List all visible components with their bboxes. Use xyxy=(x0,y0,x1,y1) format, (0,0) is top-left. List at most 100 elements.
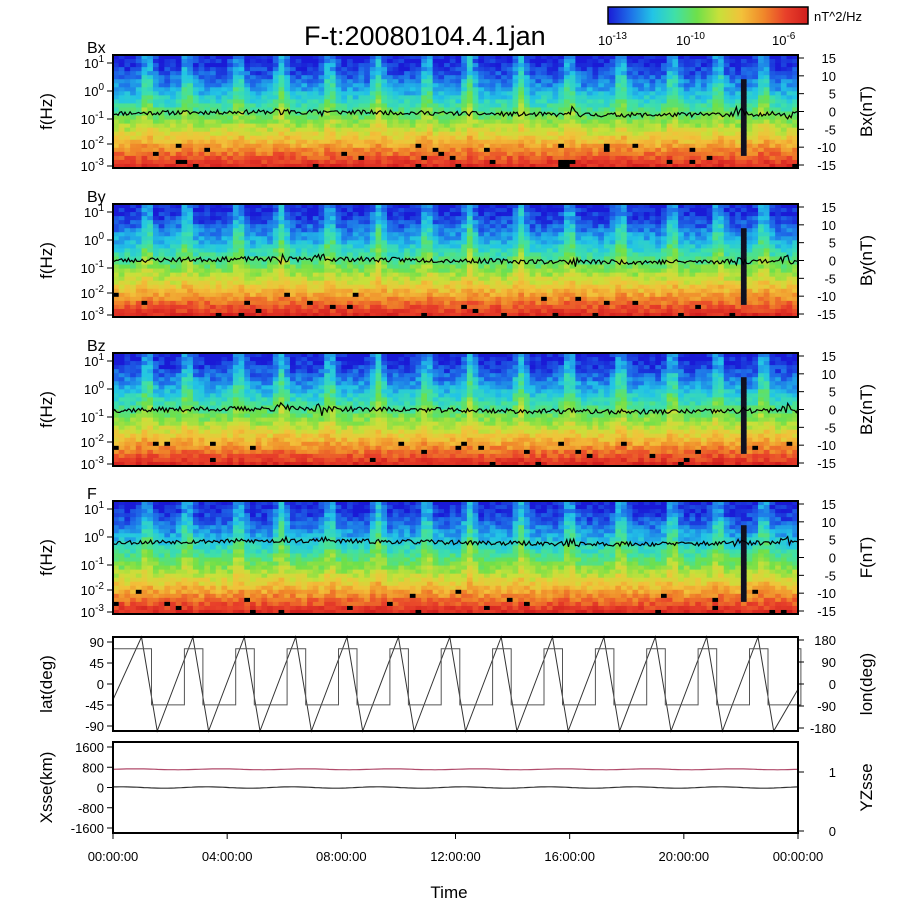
heatmap-cell xyxy=(569,163,576,169)
heatmap-cell xyxy=(113,228,120,233)
heatmap-cell xyxy=(267,79,274,84)
heatmap-cell xyxy=(364,208,371,213)
heatmap-cell xyxy=(449,59,457,64)
heatmap-cell xyxy=(347,107,354,113)
heatmap-cell xyxy=(592,143,599,149)
heatmap-cell xyxy=(506,79,514,84)
y2-tick-label: -15 xyxy=(817,158,836,173)
heatmap-cell xyxy=(164,127,171,133)
heatmap-cell xyxy=(221,268,228,274)
heatmap-cell xyxy=(700,63,708,68)
heatmap-cell xyxy=(643,135,651,141)
heatmap-cell xyxy=(215,276,223,282)
heatmap-cell xyxy=(718,147,725,153)
heatmap-cell xyxy=(147,236,154,241)
heatmap-cell xyxy=(267,268,274,274)
heatmap-cell xyxy=(210,107,217,113)
heatmap-cell xyxy=(752,115,759,121)
heatmap-cell xyxy=(672,63,679,68)
heatmap-cell xyxy=(135,87,143,92)
heatmap-cell xyxy=(689,107,696,113)
heatmap-cell xyxy=(786,99,793,105)
heatmap-cell xyxy=(130,163,137,169)
heatmap-cell xyxy=(238,216,245,221)
heatmap-cell xyxy=(152,127,160,133)
heatmap-cell xyxy=(735,155,742,161)
heatmap-cell xyxy=(758,119,765,125)
heatmap-cell xyxy=(135,107,143,113)
heatmap-cell xyxy=(324,119,331,125)
heatmap-cell xyxy=(284,220,291,225)
heatmap-cell xyxy=(432,67,439,72)
heatmap-cell xyxy=(569,79,576,84)
heatmap-cell xyxy=(358,159,365,165)
heatmap-cell xyxy=(541,87,548,92)
heatmap-cell xyxy=(289,228,297,233)
heatmap-cell xyxy=(192,232,200,237)
heatmap-cell xyxy=(289,304,297,310)
heatmap-cell xyxy=(113,75,120,80)
heatmap-cell xyxy=(735,59,742,64)
heatmap-cell xyxy=(404,236,411,241)
heatmap-cell xyxy=(621,131,628,137)
heatmap-cell xyxy=(221,111,228,117)
heatmap-cell xyxy=(227,163,234,169)
heatmap-cell xyxy=(472,119,479,125)
heatmap-cell xyxy=(261,224,268,229)
heatmap-cell xyxy=(695,123,702,129)
heatmap-cell xyxy=(147,292,154,298)
heatmap-cell xyxy=(426,91,434,96)
heatmap-cell xyxy=(409,143,417,149)
heatmap-cell xyxy=(609,71,616,76)
heatmap-cell xyxy=(329,95,337,100)
heatmap-cell xyxy=(347,91,354,96)
heatmap-cell xyxy=(683,107,691,113)
heatmap-cell xyxy=(369,151,377,157)
heatmap-cell xyxy=(455,75,462,80)
heatmap-cell xyxy=(250,276,257,282)
heatmap-cell xyxy=(780,91,788,96)
heatmap-cell xyxy=(272,228,280,233)
heatmap-cell xyxy=(415,75,422,80)
heatmap-cell xyxy=(210,99,217,105)
heatmap-cell xyxy=(512,139,519,145)
heatmap-cell xyxy=(569,155,576,161)
heatmap-cell xyxy=(232,240,240,245)
heatmap-cell xyxy=(352,79,360,84)
heatmap-cell xyxy=(700,111,708,117)
heatmap-cell xyxy=(113,95,120,100)
heatmap-cell xyxy=(603,107,611,113)
heatmap-cell xyxy=(175,163,183,169)
heatmap-cell xyxy=(387,244,394,249)
heatmap-cell xyxy=(643,63,651,68)
heatmap-cell xyxy=(113,119,120,125)
heatmap-cell xyxy=(215,87,223,92)
heatmap-cell xyxy=(312,75,320,80)
heatmap-cell xyxy=(478,63,485,68)
heatmap-cell xyxy=(723,131,731,137)
heatmap-cell xyxy=(603,115,611,121)
heatmap-cell xyxy=(558,147,565,153)
heatmap-cell xyxy=(678,111,685,117)
heatmap-cell xyxy=(364,87,371,92)
heatmap-cell xyxy=(444,79,451,84)
heatmap-cell xyxy=(358,296,365,302)
heatmap-cell xyxy=(643,131,651,137)
heatmap-cell xyxy=(227,143,234,149)
heatmap-cell xyxy=(244,268,251,274)
heatmap-cell xyxy=(700,139,708,145)
heatmap-cell xyxy=(135,135,143,141)
heatmap-cell xyxy=(689,71,696,76)
heatmap-cell xyxy=(718,115,725,121)
heatmap-cell xyxy=(626,99,634,105)
heatmap-cell xyxy=(347,155,354,161)
heatmap-cell xyxy=(324,123,331,129)
heatmap-cell xyxy=(638,155,645,161)
heatmap-cell xyxy=(341,276,348,282)
heatmap-cell xyxy=(352,95,360,100)
heatmap-cell xyxy=(426,252,434,258)
heatmap-cell xyxy=(358,131,365,137)
heatmap-cell xyxy=(763,139,771,145)
heatmap-cell xyxy=(261,296,268,302)
heatmap-cell xyxy=(563,59,571,64)
